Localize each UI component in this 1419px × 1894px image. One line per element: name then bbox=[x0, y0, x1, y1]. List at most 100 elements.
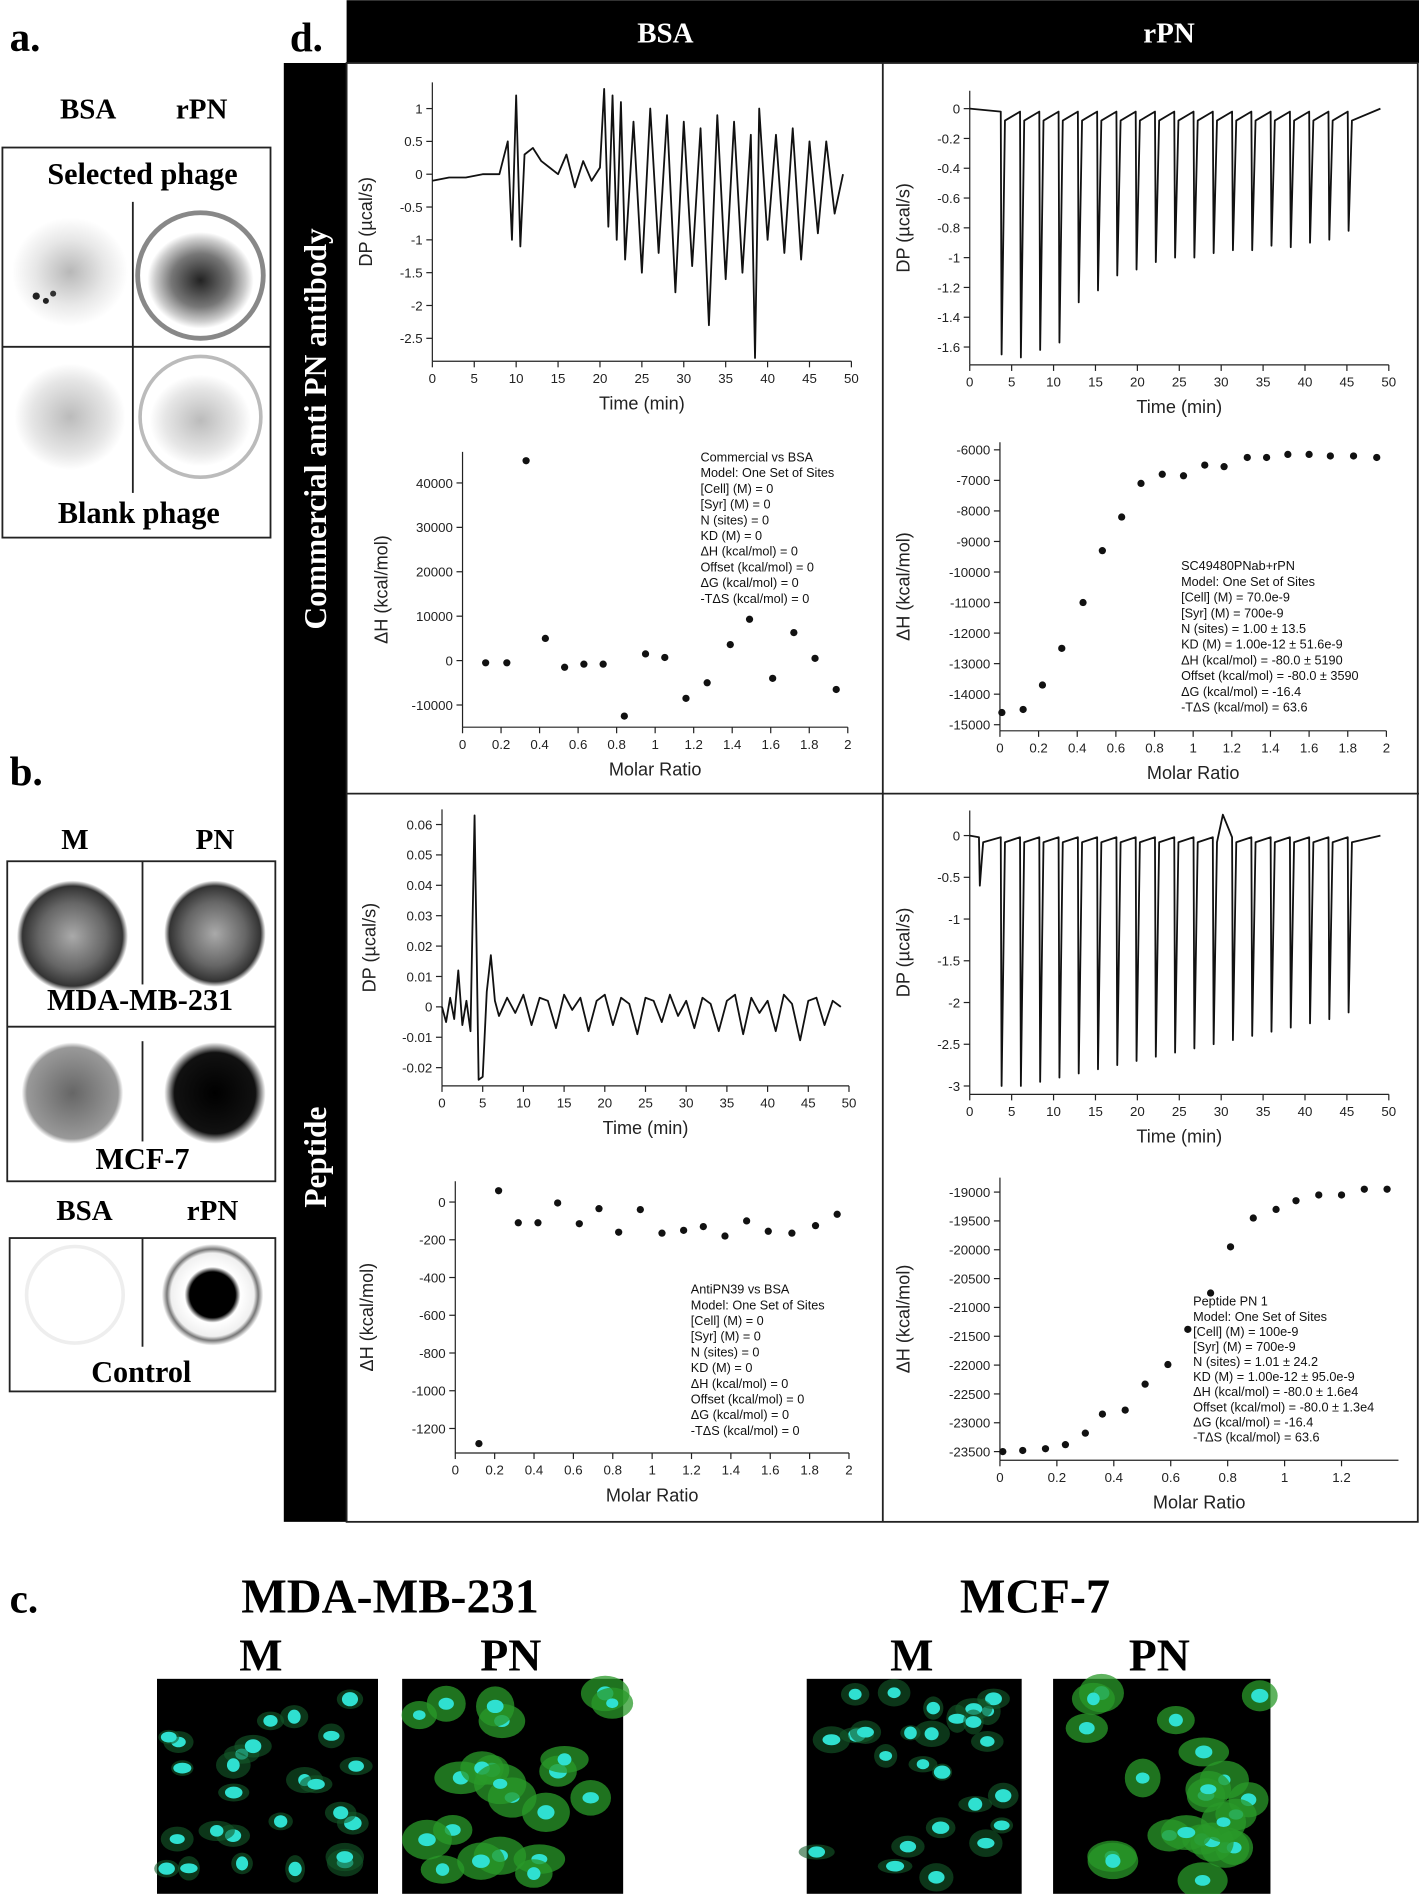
data-point bbox=[522, 457, 530, 465]
spot bbox=[21, 1042, 124, 1144]
y-tick-label: -21500 bbox=[949, 1329, 990, 1344]
x-tick-label: 0.4 bbox=[1105, 1470, 1123, 1485]
spot bbox=[149, 374, 252, 467]
x-axis-title: Time (min) bbox=[603, 1118, 689, 1138]
x-tick-label: 5 bbox=[479, 1096, 486, 1111]
column-label: rPN bbox=[187, 1195, 239, 1227]
nucleus bbox=[916, 1759, 930, 1770]
y-tick-label: -2 bbox=[948, 995, 960, 1010]
nucleus bbox=[160, 1731, 177, 1743]
column-label: M bbox=[239, 1629, 282, 1680]
y-tick-label: 0.01 bbox=[407, 969, 433, 984]
nucleus bbox=[1195, 1745, 1213, 1759]
fit-annotation: ΔH (kcal/mol) = -80.0 ± 5190 bbox=[1181, 653, 1343, 667]
x-tick-label: 2 bbox=[844, 737, 851, 752]
y-tick-label: -1 bbox=[948, 250, 960, 265]
nucleus bbox=[856, 1726, 874, 1738]
y-axis-title: DP (µcal/s) bbox=[360, 903, 380, 993]
x-tick-label: 1 bbox=[1189, 741, 1196, 756]
spot bbox=[16, 880, 129, 992]
x-tick-label: 45 bbox=[801, 1096, 816, 1111]
data-point bbox=[561, 663, 569, 671]
data-point bbox=[1383, 1185, 1391, 1193]
x-tick-label: 1.2 bbox=[1332, 1470, 1350, 1485]
panel-label: c. bbox=[10, 1575, 38, 1621]
fit-annotation: ΔG (kcal/mol) = -16.4 bbox=[1181, 685, 1301, 699]
data-point bbox=[721, 1232, 729, 1240]
nucleus bbox=[158, 1862, 175, 1875]
data-point bbox=[615, 1228, 623, 1236]
y-tick-label: 0.5 bbox=[404, 134, 422, 149]
nucleus bbox=[348, 1760, 364, 1772]
fit-annotation: Commercial vs BSA bbox=[700, 451, 813, 465]
thermogram-line bbox=[969, 813, 1381, 1087]
nucleus bbox=[948, 1713, 967, 1724]
data-point bbox=[764, 1227, 772, 1235]
y-tick-label: -23000 bbox=[949, 1416, 990, 1431]
y-tick-label: -600 bbox=[419, 1308, 446, 1323]
x-tick-label: 25 bbox=[1172, 1104, 1187, 1119]
spot bbox=[12, 217, 129, 327]
x-tick-label: 1.4 bbox=[722, 1463, 740, 1478]
y-tick-label: 0.06 bbox=[407, 817, 433, 832]
x-tick-label: 1.6 bbox=[761, 1463, 779, 1478]
fit-annotation: N (sites) = 1.01 ± 24.2 bbox=[1193, 1355, 1318, 1369]
data-point bbox=[1058, 644, 1066, 652]
fit-annotation: KD (M) = 0 bbox=[700, 529, 762, 543]
data-point bbox=[726, 640, 734, 649]
x-tick-label: 30 bbox=[676, 371, 691, 386]
spot-ring bbox=[138, 354, 263, 480]
data-point bbox=[1249, 1214, 1257, 1222]
x-tick-label: 35 bbox=[718, 371, 733, 386]
frame bbox=[6, 860, 277, 1183]
x-tick-label: 10 bbox=[509, 371, 524, 386]
fit-annotation: KD (M) = 1.00e-12 ± 95.0e-9 bbox=[1193, 1370, 1355, 1384]
x-axis-title: Molar Ratio bbox=[1153, 1493, 1246, 1513]
nucleus bbox=[1200, 1784, 1217, 1795]
nucleus bbox=[224, 1786, 243, 1799]
row-header: Peptide bbox=[298, 1107, 333, 1208]
y-tick-label: 0 bbox=[953, 828, 960, 843]
fit-annotation: [Cell] (M) = 70.0e-9 bbox=[1181, 591, 1290, 605]
nucleus bbox=[323, 1730, 340, 1741]
spot bbox=[24, 1244, 125, 1345]
y-tick-label: -0.02 bbox=[402, 1060, 432, 1075]
y-tick-label: -10000 bbox=[412, 698, 453, 713]
data-point bbox=[1179, 472, 1188, 480]
y-tick-label: 0 bbox=[425, 1000, 432, 1015]
header-bar bbox=[346, 0, 1419, 63]
label-bg bbox=[36, 492, 242, 534]
y-axis-title: ΔH (kcal/mol) bbox=[372, 535, 392, 644]
y-axis-title: ΔH (kcal/mol) bbox=[893, 1265, 913, 1374]
y-tick-label: 0.04 bbox=[407, 878, 433, 893]
x-tick-label: 5 bbox=[471, 371, 478, 386]
y-tick-label: -0.2 bbox=[937, 131, 960, 146]
x-tick-label: 0.6 bbox=[1107, 741, 1125, 756]
data-point bbox=[641, 650, 650, 658]
y-axis-title: DP (µcal/s) bbox=[893, 183, 913, 273]
y-tick-label: -800 bbox=[419, 1346, 446, 1361]
data-point bbox=[554, 1199, 562, 1207]
x-tick-label: 0 bbox=[966, 1104, 973, 1119]
data-point bbox=[534, 1219, 542, 1227]
data-point bbox=[1158, 470, 1166, 478]
x-tick-label: 1 bbox=[648, 1463, 655, 1478]
y-tick-label: 20000 bbox=[416, 565, 453, 580]
fit-annotation: [Syr] (M) = 700e-9 bbox=[1181, 606, 1283, 620]
data-point bbox=[1262, 453, 1271, 462]
fit-annotation: ΔG (kcal/mol) = 0 bbox=[691, 1408, 789, 1422]
nucleus bbox=[236, 1856, 249, 1871]
nucleus bbox=[887, 1687, 901, 1699]
y-tick-label: 0 bbox=[445, 653, 452, 668]
x-tick-label: 15 bbox=[1088, 375, 1103, 390]
y-tick-label: -21000 bbox=[949, 1300, 990, 1315]
x-tick-label: 0 bbox=[996, 741, 1003, 756]
column-header: BSA bbox=[637, 17, 693, 49]
nucleus bbox=[435, 1863, 450, 1876]
x-tick-label: 0.6 bbox=[564, 1463, 582, 1478]
data-point bbox=[482, 659, 490, 667]
x-axis-title: Time (min) bbox=[1136, 1127, 1222, 1147]
data-point bbox=[1226, 1243, 1235, 1251]
